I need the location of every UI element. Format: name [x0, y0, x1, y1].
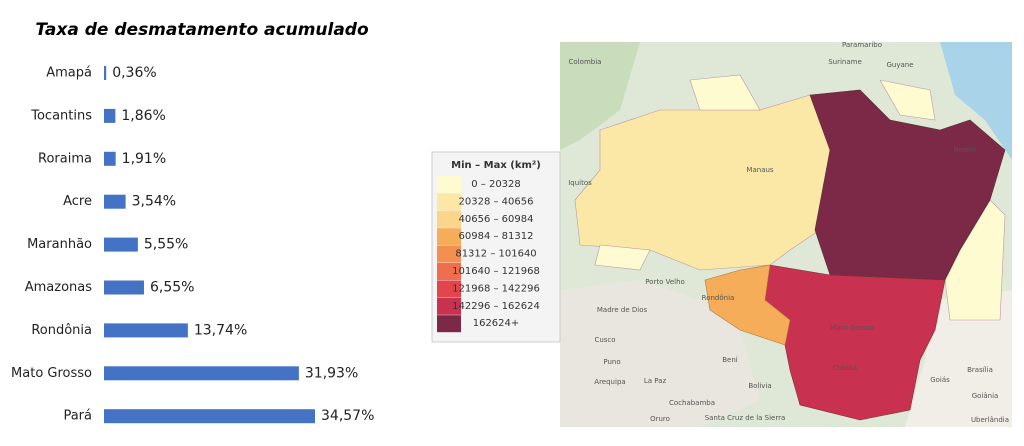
land [560, 42, 640, 150]
bar [104, 409, 315, 424]
category-label: Amapá [46, 66, 92, 81]
bar [104, 66, 107, 80]
legend-swatch [437, 228, 461, 246]
legend-label: 101640 – 121968 [452, 266, 540, 277]
bar [104, 323, 188, 338]
category-label: Acre [63, 194, 92, 209]
ocean [940, 42, 1012, 160]
category-label: Rondônia [31, 323, 92, 338]
place-label: Rondônia [702, 294, 735, 302]
state-acre [594, 244, 651, 271]
value-label: 3,54% [132, 194, 176, 210]
place-label: Iquitos [568, 179, 592, 187]
value-label: 34,57% [321, 408, 374, 424]
place-label: La Paz [644, 377, 667, 385]
bar [104, 194, 126, 209]
legend-label: 40656 – 60984 [459, 214, 534, 225]
value-label: 5,55% [144, 237, 188, 253]
value-label: 13,74% [194, 322, 247, 338]
bar [104, 151, 116, 166]
legend-label: 142296 – 162624 [452, 301, 540, 312]
place-label: Colombia [569, 58, 602, 66]
legend-swatch [437, 297, 461, 315]
place-label: Manaus [746, 166, 773, 174]
value-label: 31,93% [305, 365, 358, 381]
place-label: Goiânia [972, 392, 999, 400]
bar [104, 280, 144, 295]
category-label: Pará [63, 409, 92, 424]
bar-chart: Taxa de desmatamento acumulado Amapá 0,36… [11, 20, 374, 424]
category-label: Tocantins [30, 108, 92, 123]
place-label: Suriname [828, 58, 862, 66]
legend-label: 60984 – 81312 [459, 231, 534, 242]
place-label: Cochabamba [669, 399, 715, 407]
bar [104, 237, 138, 252]
place-label: Arequipa [594, 378, 625, 386]
legend-label: 162624+ [473, 318, 520, 329]
legend-swatch [437, 245, 461, 263]
state-amapa [879, 79, 936, 121]
state-amazonas [574, 94, 831, 271]
legend-swatch [437, 210, 461, 228]
bar [104, 366, 299, 381]
category-label: Roraima [38, 151, 92, 166]
place-label: Uberlândia [971, 416, 1009, 424]
chart-title: Taxa de desmatamento acumulado [35, 20, 369, 40]
place-label: Santa Cruz de la Sierra [705, 414, 786, 422]
place-label: Cuiabá [833, 364, 857, 372]
place-label: Cusco [594, 336, 615, 344]
legend-label: 0 – 20328 [471, 179, 521, 190]
place-label: Oruro [650, 415, 670, 423]
legend-swatch [437, 176, 461, 193]
map: Colombia Paramaribo Suriname Guyane Iquitos M… [560, 41, 1012, 427]
place-label: Mato Grosso [830, 324, 874, 332]
legend-swatch [437, 263, 461, 280]
value-label: 1,91% [122, 151, 166, 167]
value-label: 0,36% [112, 65, 156, 81]
bar [104, 108, 116, 123]
legend-swatch [437, 315, 461, 333]
map-legend: Min – Max (km²) 0 – 20328 20328 – 40656 40… [431, 151, 561, 343]
legend-title: Min – Max (km²) [451, 160, 541, 171]
category-label: Mato Grosso [11, 366, 92, 381]
state-para [809, 89, 1006, 281]
state-rondonia [704, 264, 791, 346]
place-label: Puno [603, 358, 620, 366]
legend-label: 81312 – 101640 [455, 249, 536, 260]
place-label: Guyane [886, 61, 913, 69]
value-label: 6,55% [150, 280, 194, 296]
place-label: Madre de Dios [597, 306, 648, 314]
legend-swatch [437, 280, 461, 298]
state-roraima [689, 74, 761, 111]
place-label: Goiás [930, 376, 950, 384]
land [560, 280, 760, 427]
place-label: Beni [722, 356, 738, 364]
place-label: Porto Velho [645, 278, 685, 286]
place-label: Brasília [967, 366, 993, 374]
place-label: Paramaribo [842, 41, 882, 49]
place-label: Bolivia [748, 382, 771, 390]
value-label: 1,86% [121, 108, 165, 124]
category-label: Amazonas [25, 280, 93, 295]
category-label: Maranhão [27, 237, 92, 252]
place-label: Belém [954, 146, 976, 154]
legend-swatch [437, 193, 461, 211]
legend-label: 20328 – 40656 [459, 196, 534, 207]
legend-label: 121968 – 142296 [452, 283, 540, 294]
